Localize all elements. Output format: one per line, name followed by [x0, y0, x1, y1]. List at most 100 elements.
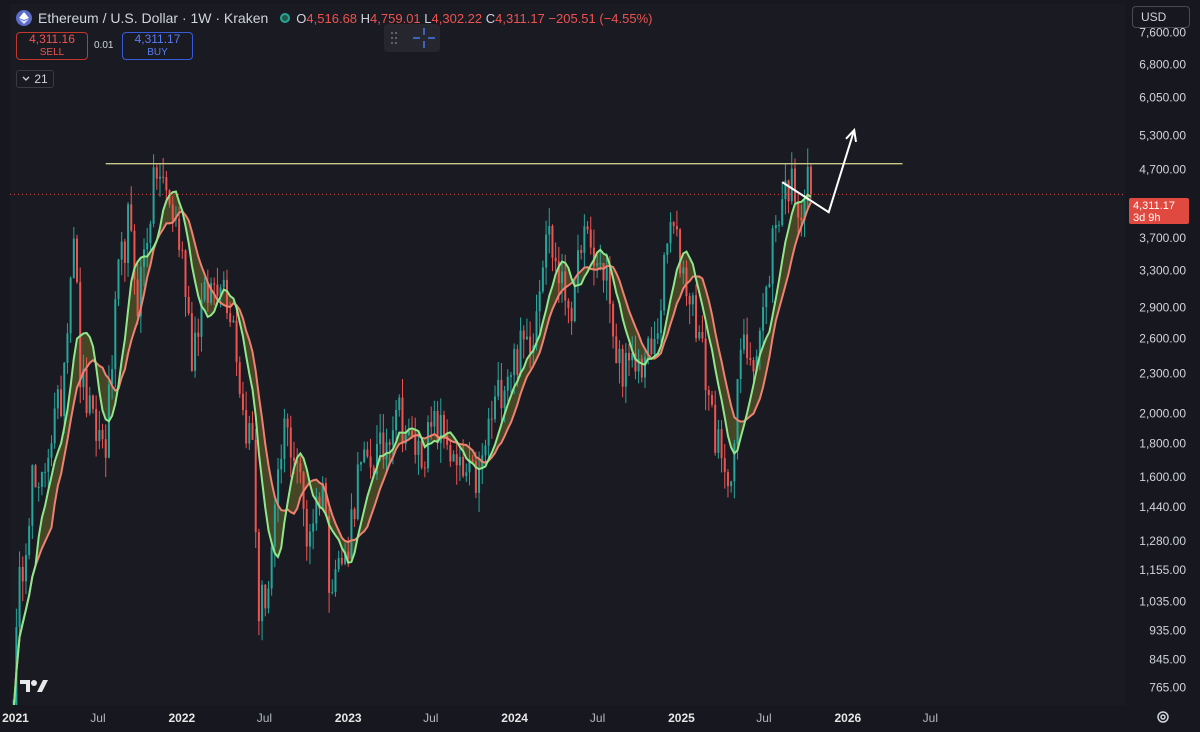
- candle-body: [222, 279, 225, 288]
- candle-body: [465, 472, 468, 477]
- buy-button[interactable]: 4,311.17 BUY: [122, 32, 193, 60]
- candle-body: [280, 458, 283, 470]
- price-axis: 7,600.00 6,800.00 6,050.00 5,300.00 4,700.00…: [1125, 0, 1200, 732]
- candle-body: [267, 588, 270, 609]
- candle-body: [621, 348, 624, 387]
- projection-arrow[interactable]: [781, 129, 856, 214]
- candle-body: [318, 496, 321, 509]
- settings-gear-icon[interactable]: [1154, 708, 1172, 726]
- candle-body: [656, 333, 659, 340]
- candle-body: [50, 443, 53, 458]
- price-tick-label: 1,155.00: [1139, 563, 1186, 577]
- candle-body: [369, 456, 372, 468]
- candle-body: [123, 241, 126, 263]
- candle-body: [273, 504, 276, 547]
- sell-label: SELL: [39, 47, 65, 58]
- candle-body: [197, 332, 200, 337]
- candle-body: [519, 330, 522, 375]
- candle-body: [44, 471, 47, 473]
- candle-body: [545, 234, 548, 268]
- sell-button[interactable]: 4,311.16 SELL: [16, 32, 88, 60]
- candle-body: [423, 467, 426, 469]
- spread-value: 0.01: [94, 40, 114, 51]
- candle-body: [111, 369, 114, 385]
- candle-body: [241, 393, 244, 411]
- candle-body: [104, 439, 107, 458]
- floating-toolbar[interactable]: [384, 24, 440, 52]
- annotation-lines: [10, 127, 1125, 214]
- candle-body: [596, 263, 599, 266]
- candle-body: [768, 283, 771, 287]
- projection-arrow-head: [845, 127, 857, 143]
- candle-body: [245, 410, 248, 444]
- candle-body: [698, 331, 701, 339]
- price-tick-label: 765.00: [1149, 681, 1186, 695]
- candle-body: [181, 249, 184, 251]
- time-tick-label: Jul: [90, 711, 105, 725]
- candle-body: [468, 459, 471, 473]
- last-price: 4,311.17: [1133, 200, 1176, 212]
- candle-body: [787, 180, 790, 202]
- candle-body: [739, 349, 742, 380]
- price-tick-label: 3,300.00: [1139, 264, 1186, 278]
- candle-body: [647, 338, 650, 358]
- currency-select[interactable]: USD: [1132, 6, 1190, 28]
- candle-body: [714, 404, 717, 453]
- ethereum-logo-icon: [16, 10, 32, 26]
- candle-body: [286, 418, 289, 428]
- candle-body: [701, 331, 704, 339]
- candle-body: [340, 557, 343, 564]
- time-tick-label: Jul: [590, 711, 605, 725]
- indicator-toggle-button[interactable]: 21: [16, 70, 54, 88]
- buy-price: 4,311.17: [134, 32, 181, 46]
- ma-fast-line: [12, 190, 812, 717]
- candle-body: [730, 481, 733, 487]
- candle-body: [797, 202, 800, 218]
- drag-handle-icon[interactable]: [391, 32, 397, 44]
- candle-body: [229, 313, 232, 323]
- candle-body: [711, 395, 714, 405]
- candle-body: [178, 218, 181, 250]
- candle-body: [187, 296, 190, 314]
- candle-body: [328, 516, 331, 593]
- candle-body: [194, 332, 197, 371]
- candle-body: [723, 458, 726, 473]
- candle-body: [395, 409, 398, 431]
- candle-body: [47, 457, 50, 472]
- price-tick-label: 1,800.00: [1139, 437, 1186, 451]
- candle-body: [366, 449, 369, 457]
- candle-body: [331, 591, 334, 593]
- candle-body: [535, 311, 538, 346]
- candle-body: [494, 396, 497, 420]
- candle-body: [746, 334, 749, 359]
- candle-body: [525, 336, 528, 340]
- symbol-header[interactable]: Ethereum / U.S. Dollar · 1W · Kraken O4,…: [16, 8, 652, 28]
- sell-price: 4,311.16: [29, 32, 75, 46]
- candle-body: [672, 221, 675, 227]
- candle-body: [602, 263, 605, 281]
- price-tick-label: 935.00: [1149, 623, 1186, 637]
- candle-body: [155, 167, 158, 179]
- bar-countdown: 3d 9h: [1133, 212, 1161, 224]
- candle-body: [158, 176, 161, 179]
- crosshair-icon[interactable]: [413, 28, 435, 48]
- candle-body: [292, 457, 295, 461]
- candle-body: [143, 249, 146, 267]
- tradingview-logo-icon[interactable]: [20, 678, 48, 699]
- candle-body: [430, 422, 433, 427]
- candle-body: [149, 223, 152, 243]
- time-tick-label: 2021: [2, 711, 29, 725]
- candle-body: [669, 221, 672, 244]
- candle-body: [417, 440, 420, 455]
- candle-body: [809, 166, 812, 195]
- price-tick-label: 2,300.00: [1139, 367, 1186, 381]
- open-label: O: [296, 10, 307, 26]
- chevron-down-icon: [22, 76, 30, 81]
- time-tick-label: Jul: [257, 711, 272, 725]
- candle-body: [216, 284, 219, 296]
- candle-body: [803, 201, 806, 221]
- candle-body: [72, 238, 75, 278]
- candle-body: [452, 454, 455, 462]
- candle-body: [742, 334, 745, 350]
